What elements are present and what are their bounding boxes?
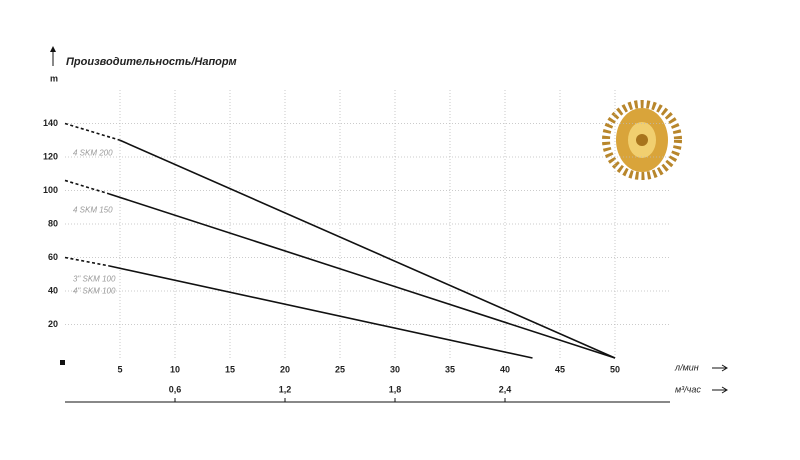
x-tick-label: 50	[610, 364, 620, 374]
x2-arrow	[712, 386, 728, 394]
series-line	[108, 193, 616, 359]
y-tick-label: 60	[48, 252, 58, 262]
x2-tick-label: 1,8	[389, 384, 402, 394]
series-label: 3" SKM 100	[73, 275, 116, 284]
x-tick-label: 30	[390, 364, 400, 374]
series-label: 4 SKM 200	[73, 149, 113, 158]
x-tick-label: 40	[500, 364, 510, 374]
y-tick-label: 100	[43, 185, 58, 195]
chart-title: Производительность/Напорм	[66, 56, 237, 68]
y-axis-label: m	[50, 73, 58, 83]
x-tick-label: 35	[445, 364, 455, 374]
x-tick-label: 25	[335, 364, 345, 374]
x2-tick-label: 1,2	[279, 384, 292, 394]
series-line	[108, 265, 533, 359]
x-tick-label: 20	[280, 364, 290, 374]
y-arrow-head	[50, 46, 56, 52]
x2-axis-label: м³/час	[675, 384, 701, 394]
x-arrow	[712, 364, 728, 372]
series-line	[64, 179, 110, 195]
series-line	[64, 122, 121, 142]
x-tick-label: 10	[170, 364, 180, 374]
series-line	[119, 139, 616, 359]
x-axis-label: л/мин	[674, 362, 699, 372]
series-label: 4 SKM 150	[73, 206, 113, 215]
y-tick-label: 140	[43, 118, 58, 128]
x-tick-label: 45	[555, 364, 565, 374]
x-tick-label: 5	[117, 364, 122, 374]
origin-marker	[60, 360, 65, 365]
impeller-image	[602, 100, 682, 180]
y-tick-label: 120	[43, 151, 58, 161]
y-tick-label: 20	[48, 319, 58, 329]
x2-tick-label: 0,6	[169, 384, 182, 394]
y-tick-label: 80	[48, 218, 58, 228]
x2-tick-label: 2,4	[499, 384, 512, 394]
series-line	[64, 256, 110, 267]
y-tick-label: 40	[48, 285, 58, 295]
series-label: 4" SKM 100	[73, 287, 116, 296]
x-tick-label: 15	[225, 364, 235, 374]
